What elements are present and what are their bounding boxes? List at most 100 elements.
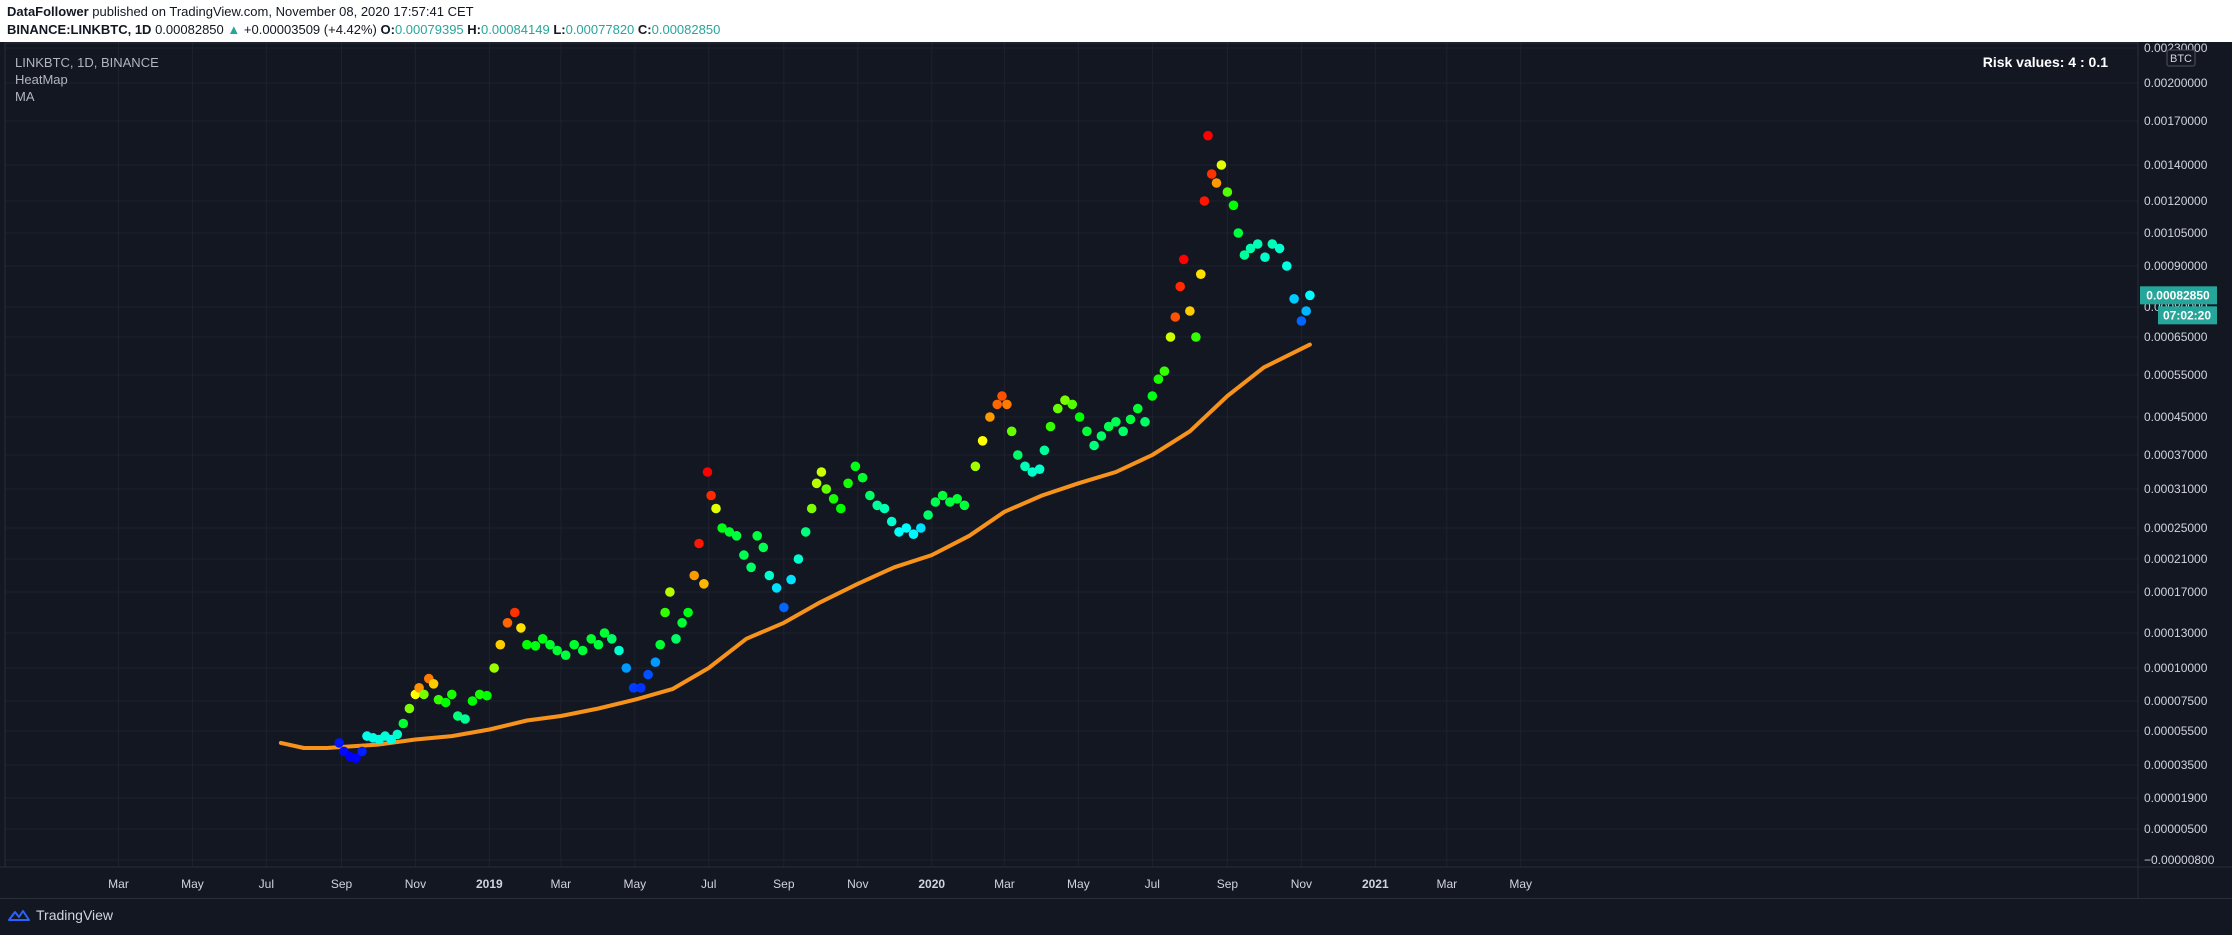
tradingview-logo-icon [8, 910, 30, 921]
heatmap-point [683, 607, 693, 618]
heatmap-point [586, 634, 596, 644]
heatmap-point [1239, 250, 1250, 260]
heatmap-point [806, 503, 817, 514]
heatmap-point [357, 746, 367, 757]
countdown-badge: 07:02:20 [2158, 306, 2217, 325]
heatmap-point [1179, 254, 1189, 265]
heatmap-point [671, 634, 681, 644]
heatmap-point [1267, 239, 1278, 249]
price-badge-box [2140, 286, 2217, 305]
legend-heatmap[interactable]: HeatMap [15, 72, 68, 87]
tradingview-brand[interactable]: TradingView [8, 907, 113, 923]
heatmap-point [894, 527, 904, 537]
heatmap-point [516, 623, 526, 633]
heatmap-point [474, 689, 485, 700]
heatmap-point [1006, 426, 1017, 437]
low-label: L: [553, 22, 566, 37]
heatmap-point [689, 570, 699, 581]
heatmap-point [879, 503, 890, 514]
time-axis-tick-label: Jul [259, 877, 274, 891]
heatmap-point [952, 494, 962, 504]
time-axis-tick-label: Mar [1436, 877, 1457, 891]
heatmap-point [599, 628, 610, 638]
heatmap-point [1233, 228, 1244, 238]
price-chart[interactable]: Mar May Jul Sep Nov 2019 Mar May Jul Sep Nov 2020 Ma… [0, 42, 2232, 898]
heatmap-point [959, 500, 970, 511]
time-axis-tick-label: Mar [551, 877, 572, 891]
heatmap-point [923, 510, 933, 520]
heatmap-point [945, 497, 955, 507]
price-axis-tick-label: −0.00000800 [2144, 853, 2215, 867]
heatmap-point [334, 738, 344, 748]
heatmap-point [699, 579, 709, 589]
gridlines [5, 42, 2138, 867]
time-axis-tick-label: Sep [1217, 877, 1239, 891]
heatmap-point [467, 696, 478, 706]
publish-info: DataFollower published on TradingView.co… [7, 4, 474, 19]
heatmap-point [731, 531, 742, 541]
heatmap-point [752, 531, 762, 541]
heatmap-point [1165, 332, 1176, 342]
open-label: O: [380, 22, 395, 37]
heatmap-point [1147, 391, 1158, 401]
author-name[interactable]: DataFollower [7, 4, 89, 19]
heatmap-point [1296, 316, 1307, 326]
heatmap-point [495, 639, 506, 650]
time-axis-tick-label: Nov [847, 877, 868, 891]
heatmap-point [779, 602, 789, 613]
price-axis-labels: 0.002300000.002000000.001700000.00140000… [2144, 42, 2215, 867]
heatmap-point [560, 650, 571, 660]
heatmap-point [850, 461, 861, 472]
price-axis-tick-label: 0.00003500 [2144, 758, 2208, 772]
heatmap-point [1074, 412, 1085, 422]
chart-legend: LINKBTC, 1D, BINANCE HeatMap MA [15, 54, 159, 105]
heatmap-point [414, 683, 424, 693]
time-axis-tick-label: May [181, 877, 204, 891]
heatmap-point [460, 714, 470, 724]
legend-ma[interactable]: MA [15, 89, 35, 104]
heatmap-point [433, 694, 444, 705]
high-label: H: [467, 22, 481, 37]
heatmap-point [665, 587, 675, 597]
time-axis-labels: Mar May Jul Sep Nov 2019 Mar May Jul Sep Nov 2020 Ma… [108, 877, 1532, 891]
heatmap-point [970, 461, 981, 472]
countdown-badge-box [2158, 306, 2217, 325]
chart-area[interactable]: Mar May Jul Sep Nov 2019 Mar May Jul Sep Nov 2020 Ma… [0, 42, 2232, 898]
heatmap-point [977, 436, 988, 446]
heatmap-point [660, 607, 670, 618]
price-badge-label: 0.00082850 [2146, 288, 2210, 302]
heatmap-point [489, 663, 500, 673]
open-value: 0.00079395 [394, 22, 464, 37]
time-axis-tick-label: Jul [701, 877, 716, 891]
heatmap-point [1305, 290, 1315, 301]
heatmap-point [1103, 421, 1114, 432]
price-axis-tick-label: 0.00013000 [2144, 626, 2208, 640]
low-value: 0.00077820 [565, 22, 635, 37]
heatmap-point [1096, 431, 1107, 441]
legend-title[interactable]: LINKBTC, 1D, BINANCE [15, 55, 159, 70]
heatmap-point [1082, 426, 1092, 437]
heatmap-point [510, 607, 520, 618]
heatmap-point [694, 538, 704, 549]
heatmap-point [636, 683, 646, 693]
price-axis-tick-label: 0.00017000 [2144, 585, 2208, 599]
countdown-badge-label: 07:02:20 [2163, 308, 2211, 322]
heatmap-point [1191, 332, 1201, 342]
heatmap-point [1111, 417, 1121, 427]
heatmap-point [901, 523, 912, 533]
heatmap-point [1125, 414, 1136, 425]
heatmap-point [816, 467, 827, 477]
price-axis-tick-label: 0.00037000 [2144, 448, 2208, 462]
heatmap-point [786, 574, 796, 585]
heatmap-point [800, 527, 811, 537]
heatmap-point [1060, 395, 1070, 406]
heatmap-point [428, 679, 439, 689]
risk-values-label: Risk values: 4 : 0.1 [1982, 54, 2108, 70]
price-axis-tick-label: 0.00055000 [2144, 368, 2208, 382]
heatmap-point [1013, 450, 1023, 460]
time-axis-tick-label: 2021 [1362, 877, 1389, 891]
price-axis-tick-label: 0.00090000 [2144, 259, 2208, 273]
publish-header: DataFollower published on TradingView.co… [0, 0, 2232, 42]
heatmap-point [593, 639, 604, 650]
price-axis-tick-label: 0.00005500 [2144, 724, 2208, 738]
